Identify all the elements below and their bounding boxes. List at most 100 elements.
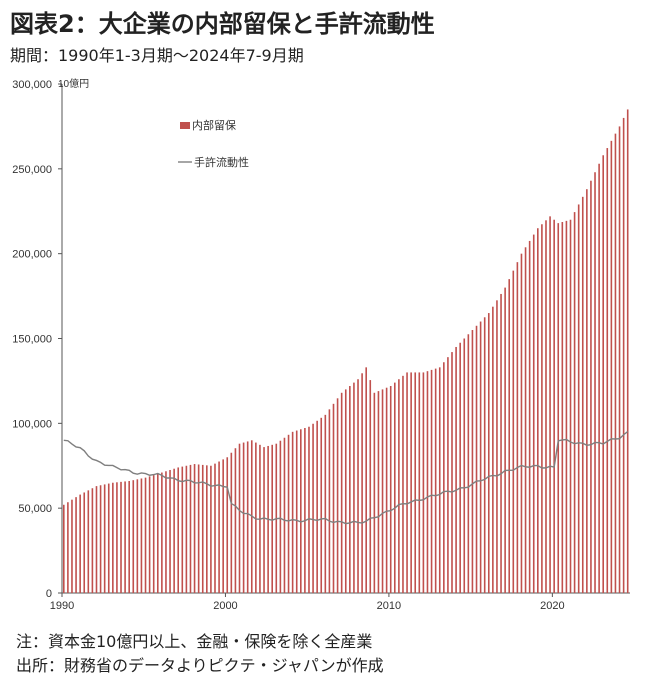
bar (300, 429, 302, 593)
bar (255, 442, 257, 593)
x-tick-label: 2000 (213, 600, 237, 612)
bar (504, 287, 506, 593)
bar (344, 389, 347, 593)
bar (590, 180, 592, 593)
bar (487, 313, 490, 593)
bar (210, 465, 212, 593)
bar (516, 262, 519, 593)
bar (214, 463, 216, 593)
x-tick-label: 1990 (50, 600, 74, 612)
bar (463, 338, 466, 593)
bar (132, 480, 135, 593)
bar (471, 330, 474, 593)
bar (614, 133, 617, 593)
y-tick-label: 0 (46, 588, 52, 600)
bar (602, 155, 604, 593)
y-tick-label: 150,000 (12, 334, 52, 346)
bar (95, 486, 98, 593)
bar (385, 387, 388, 593)
bar (545, 220, 547, 594)
bar (349, 386, 351, 593)
bar (573, 212, 576, 593)
bar (91, 488, 94, 593)
bar (373, 392, 376, 593)
bar (222, 459, 224, 593)
bar (369, 380, 372, 593)
bar (87, 490, 90, 593)
bar (537, 228, 539, 593)
bar (532, 234, 535, 593)
bar (320, 417, 323, 593)
bar (152, 475, 155, 593)
bar (316, 420, 318, 593)
bar (238, 443, 241, 593)
bar (99, 485, 102, 593)
bar (148, 476, 151, 593)
bar (553, 219, 555, 594)
bar (304, 428, 306, 593)
y-axis: 0 50,000 100,000 150,000 200,000 250,000 300,0… (12, 79, 62, 600)
bar (116, 482, 118, 593)
bar (541, 224, 543, 593)
bar (136, 479, 139, 593)
bar (622, 117, 625, 594)
footnote-scope: 注：資本金10億円以上、金融・保険を除く全産業 (16, 632, 373, 651)
bar (565, 220, 568, 594)
bar (500, 293, 502, 593)
bar (357, 379, 359, 593)
bar (103, 484, 106, 593)
bar (483, 317, 486, 593)
bar (475, 325, 478, 593)
chart: 0 50,000 100,000 150,000 200,000 250,000 300,0… (12, 77, 630, 612)
bar (561, 222, 564, 593)
bar (295, 430, 298, 593)
bar (242, 442, 245, 593)
bar (340, 392, 343, 593)
bar (410, 372, 412, 593)
x-tick-label: 2020 (540, 600, 564, 612)
legend-swatch-bar (180, 122, 190, 129)
bar (512, 270, 515, 593)
bar (75, 497, 77, 593)
bar (508, 279, 511, 593)
bar (332, 403, 335, 593)
bar (328, 409, 331, 593)
bar (455, 346, 457, 593)
bar (467, 334, 470, 593)
bar (451, 352, 453, 593)
bar (361, 373, 363, 593)
bar (398, 379, 400, 593)
bar (161, 472, 163, 593)
bar (312, 423, 314, 593)
chart-title: 図表2：大企業の内部留保と手許流動性 (10, 10, 435, 38)
y-tick-label: 250,000 (12, 164, 52, 176)
bar (279, 440, 282, 593)
bar (353, 382, 355, 593)
bar (140, 478, 143, 593)
bar (177, 467, 180, 593)
y-tick-label: 100,000 (12, 418, 52, 430)
bar (120, 481, 122, 593)
bar (492, 306, 494, 593)
bar (112, 482, 114, 593)
bar (557, 223, 560, 593)
x-tick-label: 2010 (377, 600, 401, 612)
bar (246, 441, 249, 593)
bar (426, 371, 429, 593)
bar (569, 219, 572, 594)
bar (308, 426, 310, 593)
bar (206, 465, 208, 593)
bar (291, 431, 294, 593)
bar (124, 481, 126, 593)
bar (496, 300, 498, 593)
bar (271, 444, 273, 593)
y-tick-label: 200,000 (12, 249, 52, 261)
bar (626, 109, 629, 593)
y-tick-label: 300,000 (12, 79, 52, 91)
bar (549, 216, 551, 593)
line-path (63, 430, 629, 525)
bar (430, 369, 433, 593)
bar (128, 481, 130, 593)
bar (173, 468, 175, 593)
